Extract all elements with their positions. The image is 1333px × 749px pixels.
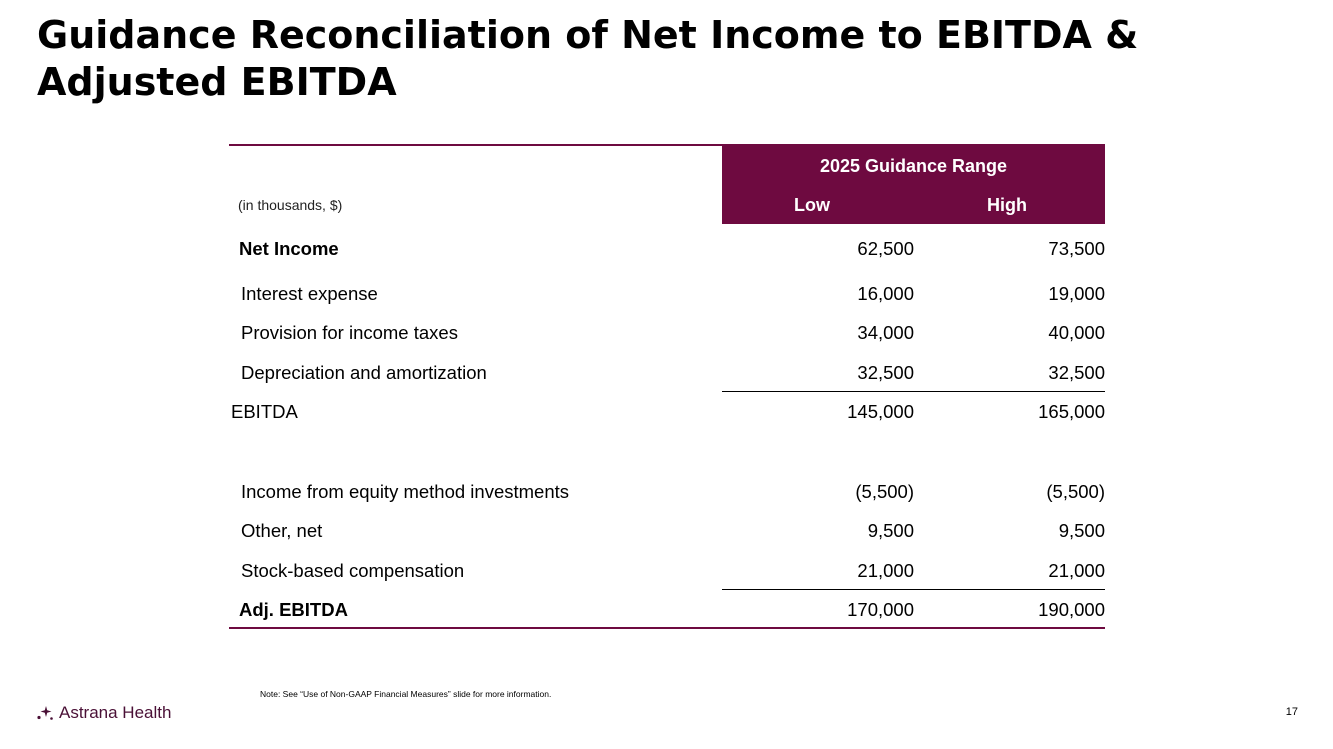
range-header-label: 2025 Guidance Range: [819, 156, 1008, 176]
row-high-value: 40,000: [1048, 322, 1105, 343]
row-high-value: 9,500: [1058, 520, 1105, 541]
units-label: (in thousands, $): [238, 197, 343, 213]
row-label: Provision for income taxes: [241, 322, 458, 343]
company-logo: Astrana Health: [36, 702, 171, 724]
subtotal-rule: [722, 589, 1105, 590]
row-high-value: 19,000: [1048, 283, 1105, 304]
row-low-value: 9,500: [867, 520, 914, 541]
row-label: Other, net: [241, 520, 323, 541]
row-label: Adj. EBITDA: [239, 599, 348, 620]
row-label: Income from equity method investments: [241, 481, 570, 502]
row-high-value: (5,500): [1046, 481, 1105, 502]
row-high-value: 73,500: [1048, 238, 1105, 259]
row-low-value: 21,000: [857, 560, 914, 581]
table-row-interest-expense: Interest expense 16,000 19,000: [229, 279, 1105, 309]
guidance-range-header: 2025 Guidance Range Low High: [722, 144, 1105, 224]
col-header-low: Low: [794, 195, 830, 215]
row-high-value: 21,000: [1048, 560, 1105, 581]
row-high-value: 165,000: [1038, 401, 1105, 422]
row-label: Stock-based compensation: [241, 560, 465, 581]
astrana-sparkle-icon: [37, 706, 53, 720]
table-row-ebitda: EBITDA 145,000 165,000: [229, 397, 1105, 427]
footnote: Note: See “Use of Non-GAAP Financial Mea…: [260, 689, 552, 699]
row-low-value: (5,500): [855, 481, 914, 502]
table-row-stock-comp: Stock-based compensation 21,000 21,000: [229, 556, 1105, 586]
row-high-value: 32,500: [1048, 362, 1105, 383]
table-row-net-income: Net Income 62,500 73,500: [229, 234, 1105, 264]
table-row-other-net: Other, net 9,500 9,500: [229, 516, 1105, 546]
row-low-value: 34,000: [857, 322, 914, 343]
row-label: Interest expense: [241, 283, 378, 304]
slide-title: Guidance Reconciliation of Net Income to…: [37, 13, 1139, 104]
logo-text: Astrana Health: [59, 703, 172, 722]
page-number: 17: [1285, 706, 1298, 718]
table-top-rule: [229, 144, 1105, 146]
table-row-income-taxes: Provision for income taxes 34,000 40,000: [229, 318, 1105, 348]
subtotal-rule: [722, 391, 1105, 392]
table-row-depreciation: Depreciation and amortization 32,500 32,…: [229, 358, 1105, 388]
row-low-value: 16,000: [857, 283, 914, 304]
row-label: Depreciation and amortization: [241, 362, 487, 383]
row-low-value: 170,000: [847, 599, 914, 620]
table-row-equity-method: Income from equity method investments (5…: [229, 477, 1105, 507]
row-low-value: 62,500: [857, 238, 914, 259]
table-bottom-rule: [229, 627, 1105, 629]
row-high-value: 190,000: [1038, 599, 1105, 620]
row-low-value: 32,500: [857, 362, 914, 383]
row-label: Net Income: [239, 238, 339, 259]
row-low-value: 145,000: [847, 401, 914, 422]
row-label: EBITDA: [231, 401, 298, 422]
table-row-adj-ebitda: Adj. EBITDA 170,000 190,000: [229, 595, 1105, 625]
col-header-high: High: [987, 195, 1027, 215]
